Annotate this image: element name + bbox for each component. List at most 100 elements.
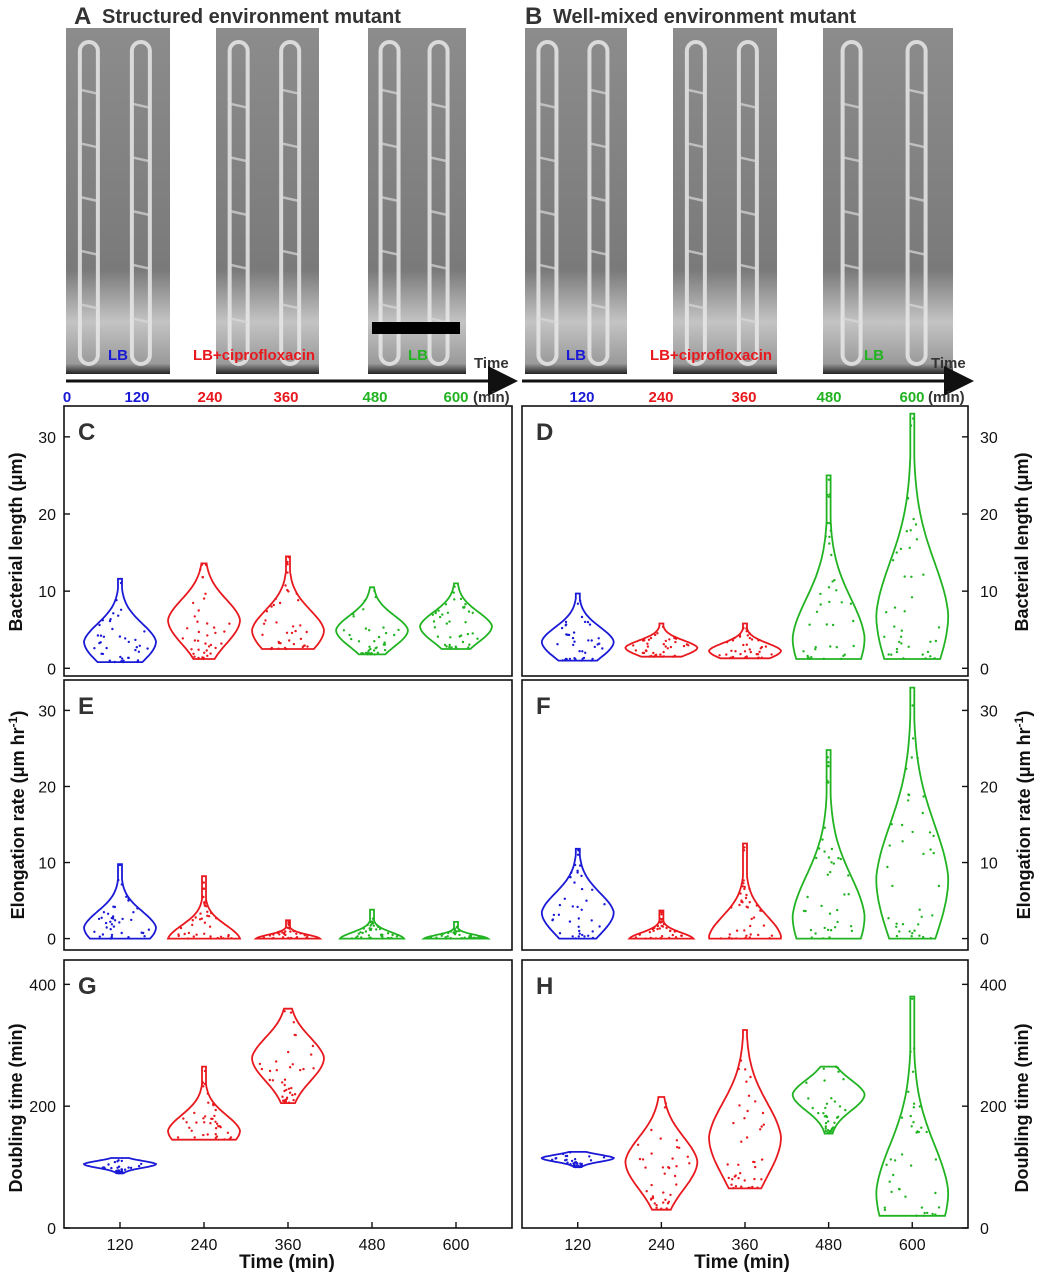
data-point bbox=[287, 919, 290, 922]
data-point bbox=[660, 937, 663, 940]
timeline-tick: 600 bbox=[443, 389, 468, 406]
data-point bbox=[598, 925, 601, 928]
violin-d-240 bbox=[624, 622, 699, 658]
data-point bbox=[370, 920, 374, 923]
data-point bbox=[760, 1178, 763, 1181]
data-point bbox=[730, 937, 734, 940]
panel-d: D 0 10 20 30 bbox=[521, 405, 998, 678]
data-point bbox=[666, 647, 669, 650]
data-point bbox=[374, 595, 377, 599]
data-point bbox=[98, 935, 102, 938]
data-point bbox=[299, 637, 303, 641]
data-point bbox=[889, 1158, 892, 1161]
data-point bbox=[441, 613, 444, 616]
data-point bbox=[910, 756, 913, 759]
data-point bbox=[441, 932, 444, 936]
data-point bbox=[745, 893, 748, 897]
xlabel-left: Time (min) bbox=[239, 1252, 335, 1273]
data-point bbox=[821, 937, 825, 940]
data-point bbox=[911, 1070, 915, 1074]
x-tick-label: 360 bbox=[732, 1237, 759, 1254]
data-point bbox=[826, 493, 829, 497]
micrograph-frame bbox=[525, 28, 627, 374]
data-point bbox=[658, 917, 662, 920]
data-point bbox=[824, 1125, 827, 1128]
violin-d-600 bbox=[875, 412, 950, 660]
data-point bbox=[284, 930, 287, 933]
data-point bbox=[836, 908, 839, 912]
data-point bbox=[197, 648, 200, 651]
micrograph-frame bbox=[368, 28, 466, 374]
data-point bbox=[361, 931, 364, 935]
data-point bbox=[836, 920, 839, 924]
data-point bbox=[831, 1127, 834, 1130]
data-point bbox=[292, 1021, 295, 1024]
data-point bbox=[564, 623, 568, 626]
data-point bbox=[912, 1121, 915, 1124]
data-point bbox=[564, 1154, 567, 1158]
data-point bbox=[738, 634, 742, 637]
plot-frame bbox=[521, 405, 969, 677]
violin-f-360 bbox=[708, 842, 782, 940]
data-point bbox=[199, 912, 202, 915]
data-point bbox=[727, 1176, 730, 1180]
data-point bbox=[186, 937, 190, 940]
data-point bbox=[140, 1162, 143, 1166]
data-point bbox=[204, 900, 207, 903]
data-point bbox=[651, 1195, 655, 1198]
data-point bbox=[111, 915, 115, 918]
data-point bbox=[931, 914, 934, 917]
x-tick-label: 600 bbox=[443, 1237, 470, 1254]
plot-frame bbox=[63, 679, 513, 951]
data-point bbox=[825, 623, 828, 626]
data-point bbox=[299, 1068, 302, 1072]
violin-c-480 bbox=[335, 586, 409, 656]
data-point bbox=[119, 1171, 123, 1175]
timeline-tick: 240 bbox=[197, 389, 222, 406]
data-point bbox=[893, 1159, 897, 1162]
data-point bbox=[917, 923, 920, 926]
data-point bbox=[675, 1139, 679, 1142]
violin-f-240 bbox=[627, 909, 696, 940]
data-point bbox=[258, 1062, 262, 1066]
data-point bbox=[283, 646, 287, 650]
panel-f: F 0 10 20 30 bbox=[521, 679, 998, 951]
data-point bbox=[685, 643, 689, 646]
data-point bbox=[652, 929, 655, 932]
data-point bbox=[908, 546, 911, 549]
data-point bbox=[650, 1128, 653, 1132]
data-point bbox=[735, 929, 739, 932]
data-point bbox=[109, 928, 112, 931]
data-point bbox=[911, 997, 914, 1000]
data-point bbox=[829, 529, 832, 532]
data-point bbox=[453, 585, 456, 588]
data-point bbox=[577, 917, 580, 920]
data-point bbox=[905, 767, 908, 770]
data-point bbox=[574, 1165, 577, 1169]
data-point bbox=[293, 1093, 297, 1096]
data-point bbox=[648, 930, 652, 934]
data-point bbox=[830, 1097, 833, 1100]
data-point bbox=[822, 1067, 825, 1071]
data-point bbox=[839, 857, 842, 861]
data-point bbox=[362, 927, 365, 930]
data-point bbox=[587, 639, 590, 642]
data-point bbox=[109, 920, 112, 923]
data-point bbox=[835, 589, 838, 592]
data-point bbox=[117, 1169, 121, 1172]
micrograph-background bbox=[823, 28, 953, 374]
data-point bbox=[900, 1153, 904, 1156]
data-point bbox=[292, 1098, 295, 1102]
data-point bbox=[120, 660, 123, 663]
data-point bbox=[182, 1117, 185, 1120]
cell-septum bbox=[589, 142, 608, 149]
data-point bbox=[466, 632, 470, 636]
plot-frame bbox=[521, 679, 969, 951]
data-point bbox=[675, 1165, 678, 1168]
data-point bbox=[660, 935, 664, 938]
data-point bbox=[749, 933, 752, 936]
data-point bbox=[852, 619, 855, 623]
data-point bbox=[191, 923, 194, 927]
data-point bbox=[312, 1067, 315, 1070]
cell-septum bbox=[229, 102, 248, 109]
